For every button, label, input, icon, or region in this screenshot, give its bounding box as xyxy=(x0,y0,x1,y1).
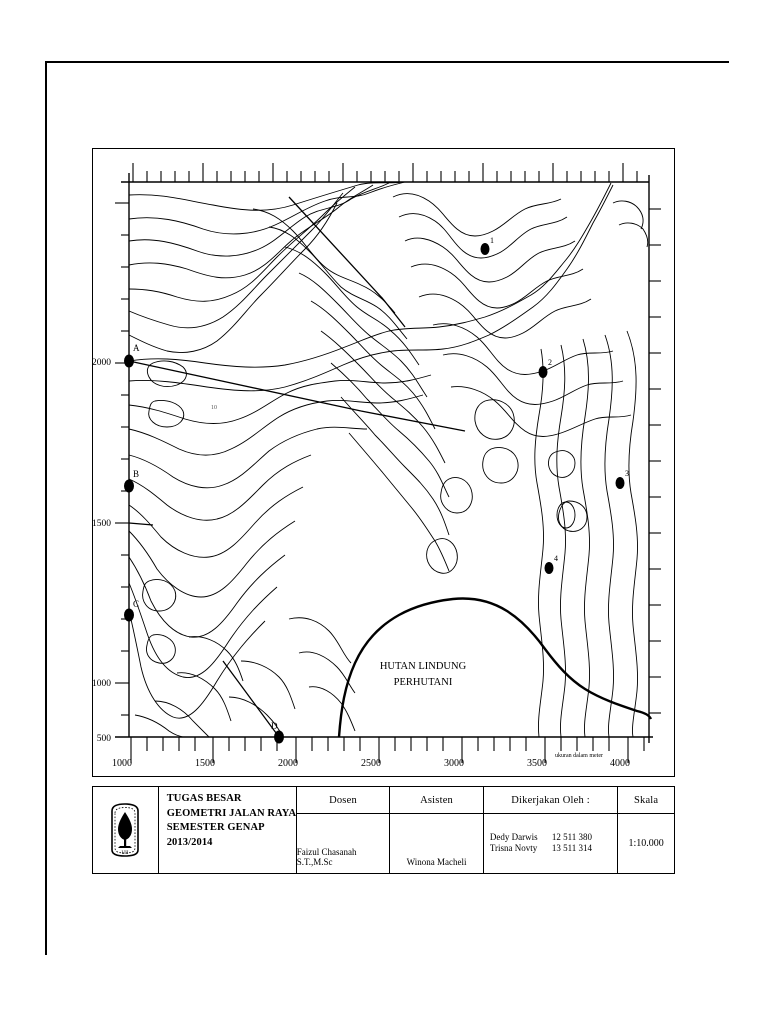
y-tick-label-500: 500 xyxy=(97,734,112,744)
control-point-D-label: D xyxy=(271,721,278,731)
x-tick-label-3000: 3000 xyxy=(444,758,464,769)
top-ruler-ticks xyxy=(132,163,638,182)
sheet-border xyxy=(45,61,729,955)
survey-point-1-label: 1 xyxy=(490,236,494,245)
project-line-2: GEOMETRI JALAN RAYA xyxy=(166,807,297,819)
contour-lines xyxy=(128,181,649,738)
dikerjakan-oleh-header: Dikerjakan Oleh : xyxy=(483,787,618,814)
forest-label-line2: PERHUTANI xyxy=(394,677,453,688)
forest-boundary xyxy=(337,597,653,738)
skala-value-wrap: 1:10.000 xyxy=(618,814,674,872)
project-line-1: TUGAS BESAR xyxy=(166,793,242,804)
student-row: Trisna Novty 13 511 314 xyxy=(490,843,611,855)
control-point-markers: A B C D xyxy=(124,343,284,744)
contour-map-frame: A B C D 1 xyxy=(92,148,675,777)
project-line-3: SEMESTER GENAP xyxy=(166,822,265,833)
student-name: Trisna Novty xyxy=(489,843,538,853)
student-row: Dedy Darwis 12 511 380 xyxy=(490,832,611,844)
survey-point-4-label: 4 xyxy=(554,554,558,563)
survey-point-1[interactable]: 1 xyxy=(480,236,495,255)
dikerjakan-oleh-cell: Dikerjakan Oleh : Dedy Darwis 12 511 380… xyxy=(483,787,619,873)
road-alignment-lines xyxy=(128,196,466,738)
asisten-header: Asisten xyxy=(390,787,483,814)
right-ruler-ticks xyxy=(649,208,661,714)
control-point-B[interactable]: B xyxy=(124,469,139,493)
x-tick-label-2000: 2000 xyxy=(278,758,298,769)
contour-map-drawing: A B C D 1 xyxy=(93,163,661,763)
y-tick-label-1500: 1500 xyxy=(93,519,111,529)
survey-point-3-label: 3 xyxy=(625,469,629,478)
asisten-cell: Asisten Winona Macheli xyxy=(390,787,484,873)
dosen-value: Faizul Chasanah S.T.,M.Sc xyxy=(296,847,357,867)
logo-cell: UII xyxy=(93,787,159,873)
control-point-C-label: C xyxy=(133,599,139,609)
control-point-C[interactable]: C xyxy=(124,599,139,622)
dikerjakan-oleh-body: Dedy Darwis 12 511 380 Trisna Novty 13 5… xyxy=(484,814,617,872)
control-point-A[interactable]: A xyxy=(124,343,140,368)
x-tick-label-3500: 3500 xyxy=(527,758,547,769)
project-cell: TUGAS BESAR GEOMETRI JALAN RAYA SEMESTER… xyxy=(159,787,297,873)
title-block: UII TUGAS BESAR GEOMETRI JALAN RAYA SEME… xyxy=(92,786,675,874)
project-line-4: 2013/2014 xyxy=(166,836,213,848)
survey-point-2[interactable]: 2 xyxy=(538,358,553,378)
y-tick-label-1000: 1000 xyxy=(93,679,111,689)
bottom-ruler-ticks xyxy=(130,737,645,763)
skala-cell: Skala 1:10.000 xyxy=(618,787,674,873)
forest-label-line1: HUTAN LINDUNG xyxy=(380,661,467,672)
y-tick-label-2000: 2000 xyxy=(93,358,111,368)
x-tick-label-4000: 4000 xyxy=(610,758,630,769)
survey-point-markers: 1 2 3 4 xyxy=(480,236,630,574)
left-ruler-ticks xyxy=(115,202,129,716)
asisten-value: Winona Macheli xyxy=(406,857,467,867)
survey-point-4[interactable]: 4 xyxy=(544,554,559,574)
dosen-header: Dosen xyxy=(296,787,390,814)
uii-emblem-icon: UII xyxy=(109,802,141,858)
skala-value: 1:10.000 xyxy=(628,837,664,849)
student-name: Dedy Darwis xyxy=(489,831,538,842)
student-nim: 12 511 380 xyxy=(551,831,593,842)
contour-elevation-label: 10 xyxy=(211,405,217,411)
x-tick-label-2500: 2500 xyxy=(361,758,381,769)
x-tick-label-1500: 1500 xyxy=(195,758,215,769)
control-point-B-label: B xyxy=(133,469,139,479)
x-axis-labels: 1000 1500 2000 2500 3000 3500 4000 xyxy=(92,758,675,780)
map-axes xyxy=(115,173,653,743)
unit-note: ukuran dalam meter xyxy=(555,753,603,759)
skala-header: Skala xyxy=(618,787,674,814)
x-tick-label-1000: 1000 xyxy=(112,758,132,769)
control-point-D[interactable]: D xyxy=(271,721,284,744)
svg-text:UII: UII xyxy=(122,851,129,856)
survey-point-2-label: 2 xyxy=(548,358,552,367)
student-nim: 13 511 314 xyxy=(551,843,593,853)
control-point-A-label: A xyxy=(133,343,140,353)
dosen-cell: Dosen Faizul Chasanah S.T.,M.Sc xyxy=(296,787,391,873)
survey-point-3[interactable]: 3 xyxy=(615,469,630,489)
